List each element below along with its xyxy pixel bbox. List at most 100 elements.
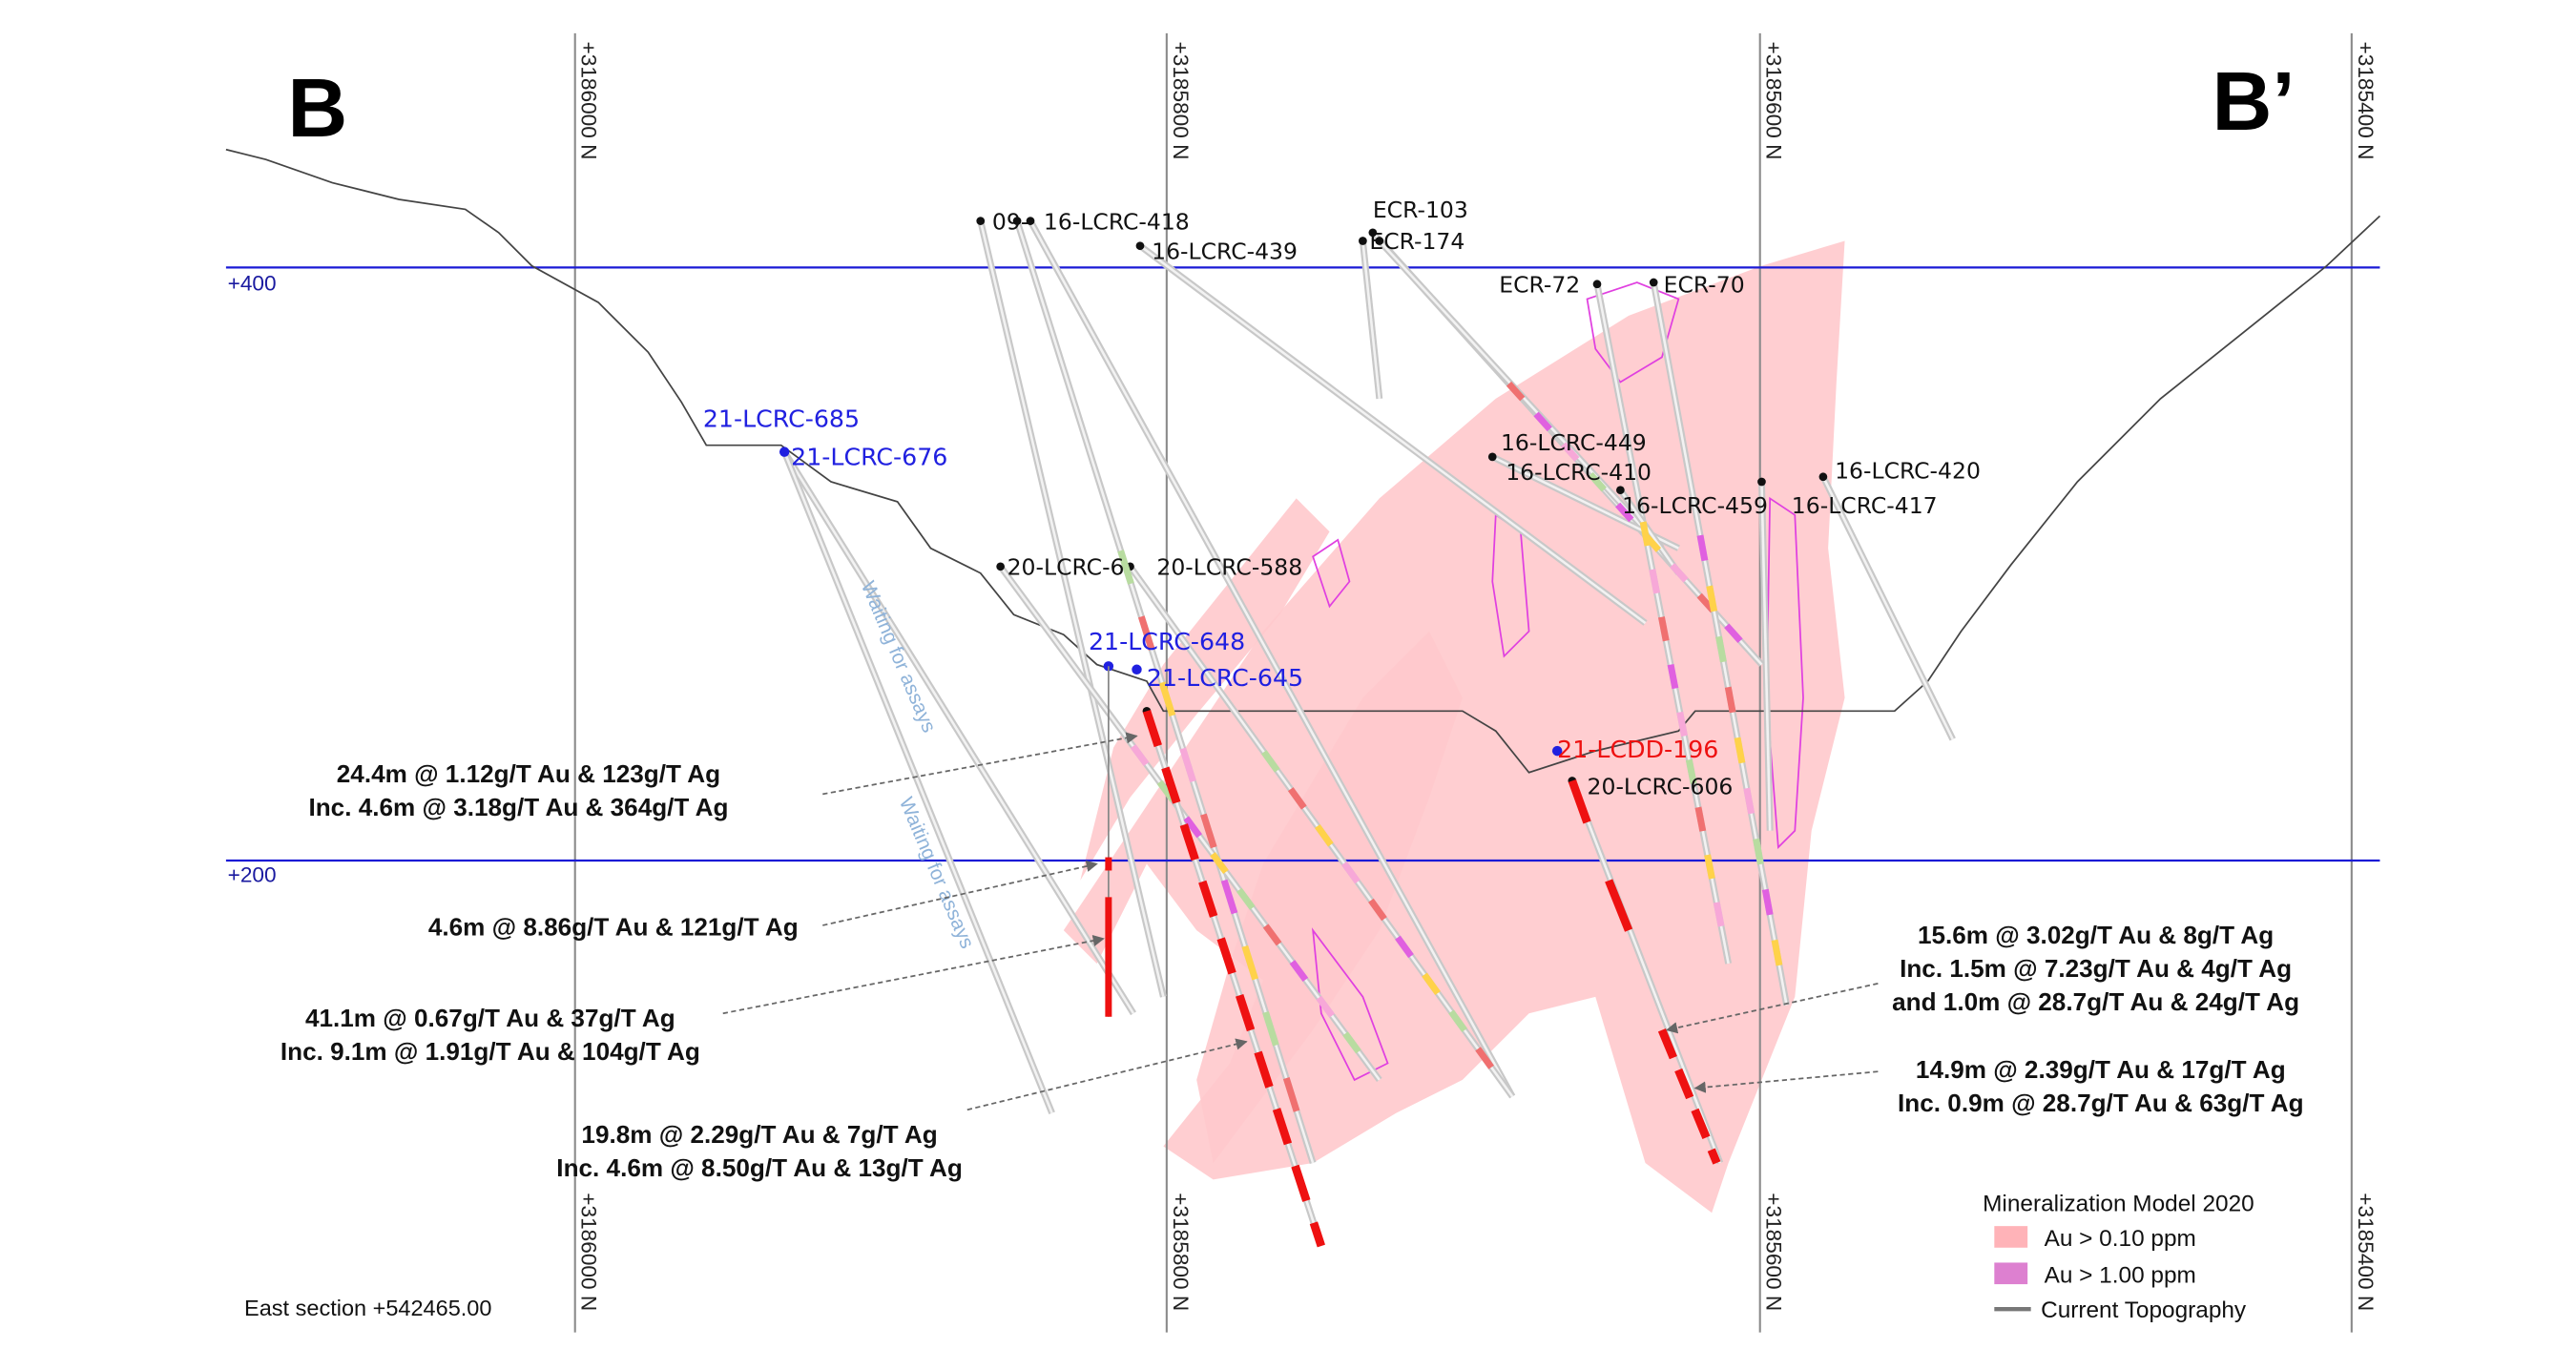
legend-label-au-010: Au > 0.10 ppm xyxy=(2045,1226,2196,1252)
hole-label: 16-LCRC-439 xyxy=(1152,239,1298,265)
assay-interval xyxy=(1316,995,1335,1018)
grid: +400 +200 +3186000 N +3185800 N +3185600… xyxy=(225,32,2380,1333)
assay-interval xyxy=(1506,381,1526,402)
drill-hole-core xyxy=(782,451,1053,1114)
hole-label-pending: 21-LCRC-645 xyxy=(1147,664,1303,692)
northing-label-top-2: +3185800 N xyxy=(1169,42,1193,160)
collar-marker xyxy=(1375,237,1384,245)
assay-interval xyxy=(1341,861,1361,884)
drill-hole-core xyxy=(1361,240,1381,400)
assay-interval xyxy=(1771,939,1783,966)
assay-interval xyxy=(1210,852,1229,875)
intercept-callouts: 24.4m @ 1.12g/T Au & 123g/T Ag Inc. 4.6m… xyxy=(280,732,2304,1182)
hole-label: 16-LCRC-410 xyxy=(1506,459,1652,486)
assay-interval xyxy=(1724,686,1736,714)
assay-interval xyxy=(1649,569,1661,594)
hole-label: 16-LCRC-420 xyxy=(1835,458,1981,485)
assay-interval xyxy=(1658,616,1670,642)
hole-label: ECR-72 xyxy=(1499,271,1580,298)
assay-interval xyxy=(1241,944,1258,981)
collar-marker xyxy=(1818,472,1828,482)
mineralization-model xyxy=(1063,240,1845,1214)
assay-interval xyxy=(1761,888,1774,916)
legend-title: Mineralization Model 2020 xyxy=(1983,1191,2254,1216)
au-100-zone xyxy=(1586,281,1680,384)
callout-arrow xyxy=(722,935,1105,1015)
hole-label: ECR-174 xyxy=(1369,228,1465,255)
callout-arrow xyxy=(822,732,1138,796)
legend: Mineralization Model 2020 Au > 0.10 ppm … xyxy=(1983,1191,2254,1322)
northing-label-top-4: +3185400 N xyxy=(2354,42,2378,160)
hole-label: 16-LCRC-417 xyxy=(1792,492,1938,519)
hole-label-pending: 21-LCRC-676 xyxy=(791,444,947,471)
assay-interval xyxy=(1395,935,1414,959)
intercept-segment xyxy=(1605,879,1633,932)
collar-marker xyxy=(1026,217,1035,225)
assay-interval xyxy=(1560,442,1580,462)
drill-holes xyxy=(779,217,1956,1248)
drill-hole-core xyxy=(1760,481,1772,831)
section-end-label: B’ xyxy=(2212,55,2296,148)
assay-interval xyxy=(1236,887,1256,910)
assay-interval xyxy=(1183,816,1202,839)
assay-interval xyxy=(1713,902,1725,927)
hole-label: 09- xyxy=(992,208,1028,235)
northing-label-bottom-4: +3185400 N xyxy=(2354,1193,2378,1311)
assay-interval xyxy=(1676,711,1688,737)
intercept-segment xyxy=(1568,778,1591,824)
collar-marker xyxy=(1757,477,1766,487)
collar-marker xyxy=(1135,241,1145,251)
hole-label: ECR-70 xyxy=(1664,271,1745,298)
legend-label-au-100: Au > 1.00 ppm xyxy=(2045,1262,2196,1288)
collar-marker xyxy=(996,562,1005,571)
assay-interval xyxy=(1220,879,1238,915)
assay-interval xyxy=(1130,744,1150,767)
collar-marker-pending xyxy=(1551,745,1563,757)
collar-marker xyxy=(1359,237,1367,245)
intercepts xyxy=(1105,709,1721,1248)
assay-interval xyxy=(1667,663,1679,690)
legend-swatch-au-010 xyxy=(1994,1226,2028,1248)
collar-marker xyxy=(1012,217,1022,225)
assay-interval xyxy=(1260,750,1280,773)
section-start-label: B xyxy=(287,62,347,155)
drill-hole-core xyxy=(783,450,1135,1014)
drill-hole-core xyxy=(1028,219,1514,1097)
assay-interval xyxy=(1685,758,1697,784)
assay-interval xyxy=(1588,472,1607,492)
callout-5-line-1: 15.6m @ 3.02g/T Au & 8g/T Ag xyxy=(1918,921,2274,949)
assay-interval xyxy=(1262,1010,1279,1047)
assay-interval xyxy=(1179,747,1196,783)
callout-4-line-2: Inc. 4.6m @ 8.50g/T Au & 13g/T Ag xyxy=(556,1153,962,1182)
assay-interval xyxy=(1289,960,1309,983)
northing-label-bottom-3: +3185600 N xyxy=(1762,1193,1786,1311)
waiting-for-assays-note-2: Waiting for assays xyxy=(895,794,979,951)
collar-marker xyxy=(1487,452,1497,462)
hole-labels: 09- 16-LCRC-418 16-LCRC-439 ECR-103 ECR-… xyxy=(703,197,1981,799)
collar-marker xyxy=(1649,278,1658,287)
hole-label: 16-LCRC-418 xyxy=(1044,208,1190,235)
assay-interval xyxy=(1422,972,1441,996)
elevation-label-200: +200 xyxy=(228,863,277,887)
collar-marker xyxy=(1592,280,1602,289)
assay-interval xyxy=(1315,823,1334,847)
au-010-zone xyxy=(1080,498,1330,881)
collar-marker xyxy=(1368,228,1378,238)
assay-interval xyxy=(1639,521,1652,547)
assay-interval xyxy=(1715,635,1727,663)
callout-arrow xyxy=(1693,1070,1879,1093)
east-section-label: East section +542465.00 xyxy=(244,1296,491,1320)
assay-interval xyxy=(1262,924,1282,946)
assay-interval xyxy=(1694,806,1707,832)
assay-interval xyxy=(1753,838,1764,865)
hole-label: ECR-103 xyxy=(1373,197,1468,223)
collar-marker xyxy=(1616,486,1625,495)
assay-interval xyxy=(1448,1009,1467,1032)
collar-marker-pending xyxy=(1132,664,1142,674)
au-100-zone xyxy=(1312,538,1351,609)
northing-label-bottom-2: +3185800 N xyxy=(1169,1193,1193,1311)
intercept-segment xyxy=(1142,709,1325,1248)
assay-interval xyxy=(1368,898,1387,922)
au-010-zone xyxy=(1196,631,1463,1163)
assay-interval xyxy=(1704,854,1715,880)
